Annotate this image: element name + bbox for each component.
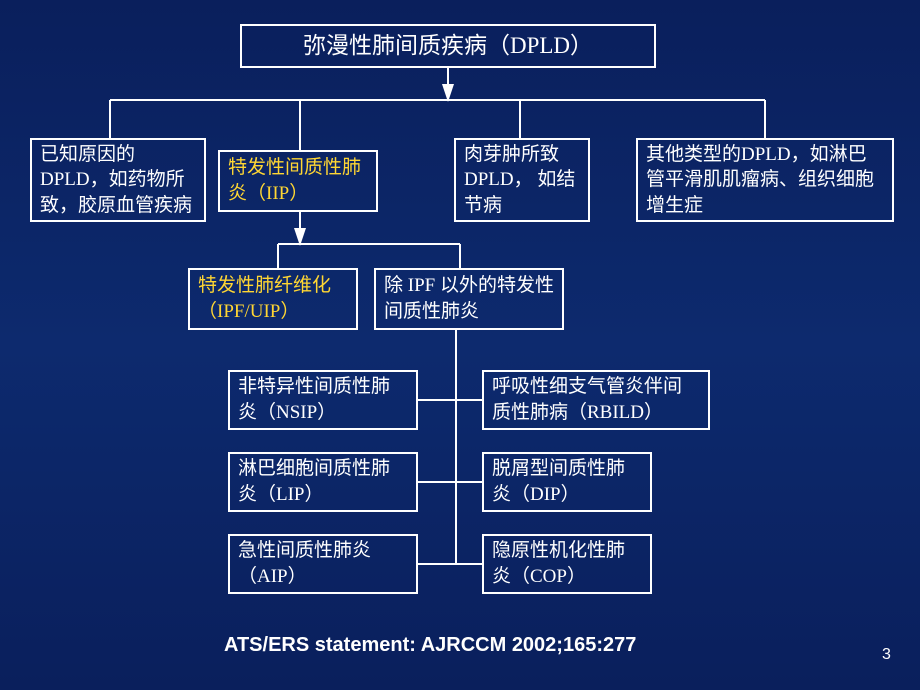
node-c1: 特发性肺纤维化（IPF/UIP） — [188, 268, 358, 330]
node-label: 隐原性机化性肺炎（COP） — [492, 538, 642, 589]
node-label: 非特异性间质性肺炎（NSIP） — [238, 374, 408, 425]
node-d4: 脱屑型间质性肺炎（DIP） — [482, 452, 652, 512]
node-label: 除 IPF 以外的特发性间质性肺炎 — [384, 273, 554, 324]
node-label: 脱屑型间质性肺炎（DIP） — [492, 456, 642, 507]
node-b3: 肉芽肿所致DPLD， 如结节病 — [454, 138, 590, 222]
connector-layer — [0, 0, 920, 690]
node-d6: 隐原性机化性肺炎（COP） — [482, 534, 652, 594]
node-label: 急性间质性肺炎（AIP） — [238, 538, 408, 589]
node-d2: 呼吸性细支气管炎伴间质性肺病（RBILD） — [482, 370, 710, 430]
node-label: 呼吸性细支气管炎伴间质性肺病（RBILD） — [492, 374, 700, 425]
node-b4: 其他类型的DPLD，如淋巴管平滑肌肌瘤病、组织细胞增生症 — [636, 138, 894, 222]
page-number: 3 — [882, 646, 891, 664]
node-label: 淋巴细胞间质性肺炎（LIP） — [238, 456, 408, 507]
node-label: 特发性肺纤维化（IPF/UIP） — [198, 273, 348, 324]
node-root: 弥漫性肺间质疾病（DPLD） — [240, 24, 656, 68]
node-c2: 除 IPF 以外的特发性间质性肺炎 — [374, 268, 564, 330]
node-b1: 已知原因的DPLD，如药物所致，胶原血管疾病 — [30, 138, 206, 222]
node-label: 特发性间质性肺炎（IIP） — [228, 155, 368, 206]
node-label: 弥漫性肺间质疾病（DPLD） — [303, 30, 593, 61]
node-label: 已知原因的DPLD，如药物所致，胶原血管疾病 — [40, 142, 196, 219]
node-d3: 淋巴细胞间质性肺炎（LIP） — [228, 452, 418, 512]
node-d1: 非特异性间质性肺炎（NSIP） — [228, 370, 418, 430]
citation-text: ATS/ERS statement: AJRCCM 2002;165:277 — [224, 634, 636, 657]
node-label: 其他类型的DPLD，如淋巴管平滑肌肌瘤病、组织细胞增生症 — [646, 142, 884, 219]
node-label: 肉芽肿所致DPLD， 如结节病 — [464, 142, 580, 219]
node-d5: 急性间质性肺炎（AIP） — [228, 534, 418, 594]
node-b2: 特发性间质性肺炎（IIP） — [218, 150, 378, 212]
